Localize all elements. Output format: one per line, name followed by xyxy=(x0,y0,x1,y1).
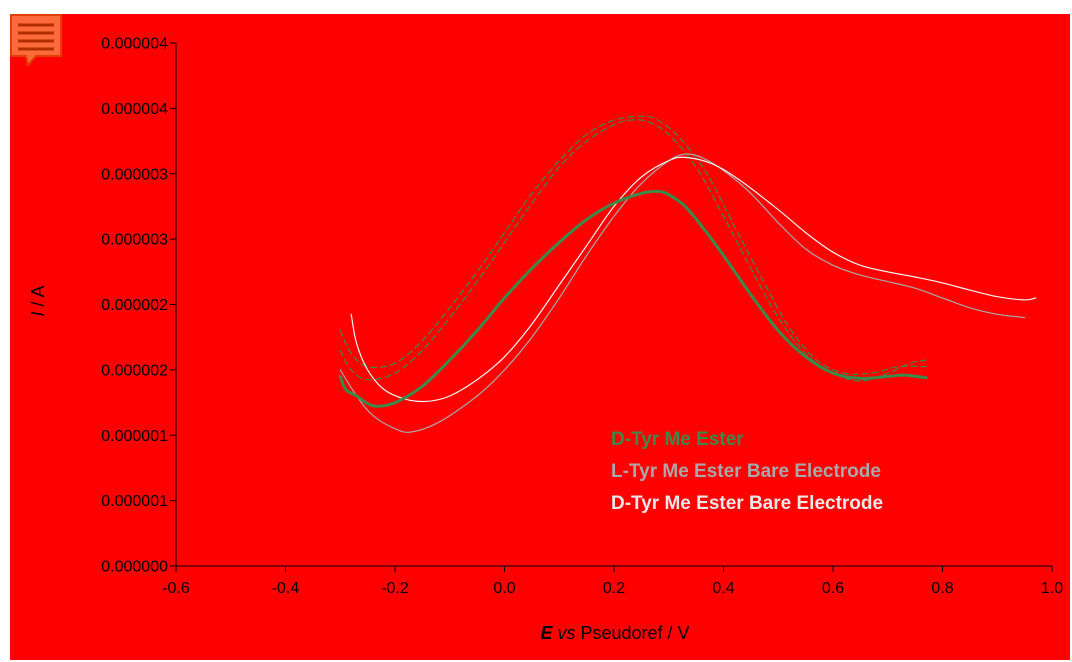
series-layer xyxy=(338,115,1037,433)
y-axis-title-symbol: I xyxy=(28,312,48,317)
y-tick-label: 0.000002 xyxy=(101,362,168,379)
y-tick-label: 0.000002 xyxy=(101,297,168,314)
x-tick-label: -0.4 xyxy=(272,580,300,597)
y-tick-label: 0.000004 xyxy=(101,36,168,53)
dashed-curve-3-0 xyxy=(339,119,927,382)
series-line-1-0 xyxy=(339,153,1026,433)
x-tick-label: -0.2 xyxy=(381,580,409,597)
y-axis-title-unit: / A xyxy=(28,285,48,306)
x-tick-label: 0.2 xyxy=(603,580,625,597)
y-tick-label: 0.000000 xyxy=(101,559,168,576)
comment-menu-icon[interactable] xyxy=(10,14,62,66)
x-tick-label: 0.6 xyxy=(822,580,844,597)
x-tick-label: 0.4 xyxy=(712,580,734,597)
x-tick-label: 1.0 xyxy=(1041,580,1063,597)
series-line-2-0 xyxy=(350,156,1037,403)
y-axis-title: I / A xyxy=(28,285,48,316)
x-tick-label: 0.8 xyxy=(931,580,953,597)
y-tick-label: 0.000003 xyxy=(101,166,168,183)
x-tick-label: 0.0 xyxy=(493,580,515,597)
x-tick-label: -0.6 xyxy=(162,580,190,597)
legend: D-Tyr Me Ester L-Tyr Me Ester Bare Electr… xyxy=(611,429,883,514)
axes: 0.000000 0.000001 0.000001 0.000002 0.000002… xyxy=(101,36,1063,598)
x-axis-title-vs-word: vs xyxy=(557,623,575,643)
chart-background xyxy=(10,14,1070,660)
x-axis-title-symbol: E xyxy=(540,623,553,643)
legend-item-0: D-Tyr Me Ester xyxy=(611,429,744,450)
y-tick-label: 0.000003 xyxy=(101,232,168,249)
y-tick-label: 0.000004 xyxy=(101,101,168,118)
y-tick-label: 0.000001 xyxy=(101,493,168,510)
dashed-curve-3-1 xyxy=(339,115,927,375)
legend-item-1: L-Tyr Me Ester Bare Electrode xyxy=(611,461,881,482)
x-axis-title-unit: Pseudoref / V xyxy=(580,623,689,643)
y-tick-label: 0.000001 xyxy=(101,428,168,445)
x-axis-title: E vs Pseudoref / V xyxy=(540,623,689,643)
legend-item-2: D-Tyr Me Ester Bare Electrode xyxy=(611,493,883,514)
series-line-0-0 xyxy=(338,189,928,408)
